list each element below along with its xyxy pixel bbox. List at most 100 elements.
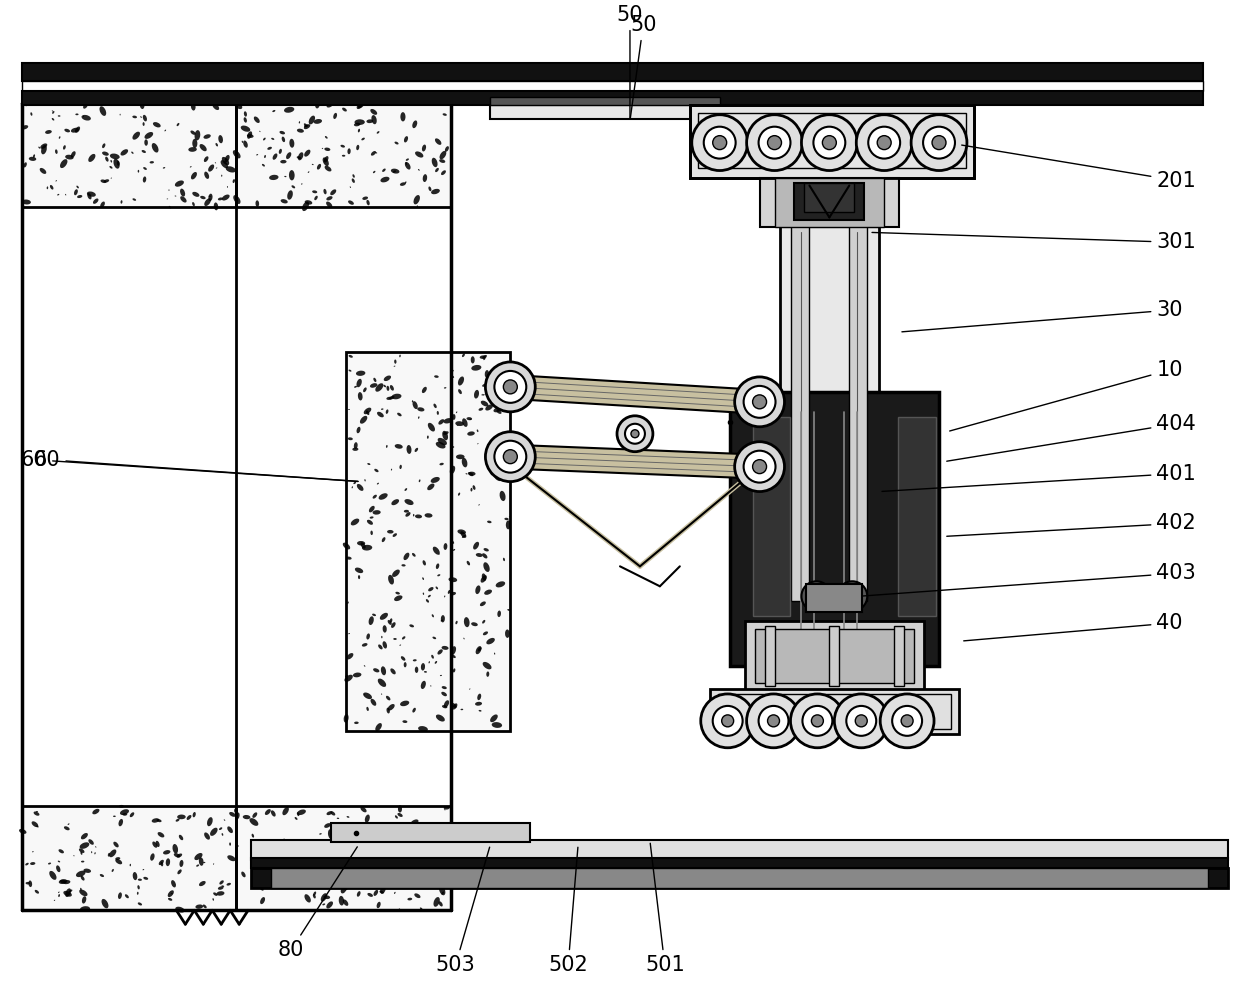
Ellipse shape [355, 567, 363, 573]
Ellipse shape [198, 858, 203, 866]
Ellipse shape [253, 813, 257, 818]
Ellipse shape [208, 164, 215, 171]
Circle shape [722, 714, 734, 726]
Ellipse shape [56, 180, 57, 181]
Ellipse shape [482, 631, 489, 635]
Ellipse shape [341, 144, 345, 147]
Ellipse shape [496, 410, 501, 414]
Ellipse shape [355, 721, 358, 724]
Ellipse shape [192, 202, 195, 206]
Ellipse shape [296, 813, 299, 816]
Ellipse shape [361, 829, 367, 835]
Circle shape [625, 424, 645, 444]
Text: 60: 60 [21, 450, 358, 481]
Ellipse shape [177, 815, 186, 820]
Ellipse shape [263, 137, 265, 140]
Ellipse shape [469, 419, 471, 420]
Circle shape [790, 694, 844, 747]
Ellipse shape [373, 668, 379, 672]
Ellipse shape [393, 170, 396, 172]
Ellipse shape [192, 191, 200, 196]
Ellipse shape [57, 193, 60, 195]
Ellipse shape [358, 575, 360, 579]
Ellipse shape [172, 844, 179, 854]
Ellipse shape [305, 894, 311, 903]
Text: 403: 403 [862, 563, 1197, 596]
Ellipse shape [138, 885, 140, 890]
Ellipse shape [167, 898, 172, 901]
Ellipse shape [366, 633, 370, 639]
Ellipse shape [435, 563, 439, 569]
Ellipse shape [348, 633, 350, 634]
Ellipse shape [401, 182, 405, 186]
Ellipse shape [402, 564, 405, 566]
Ellipse shape [467, 472, 474, 476]
Ellipse shape [324, 896, 330, 899]
Ellipse shape [196, 865, 200, 867]
Ellipse shape [343, 714, 348, 722]
Ellipse shape [40, 168, 46, 174]
Ellipse shape [455, 421, 464, 426]
Ellipse shape [58, 850, 64, 854]
Bar [775, 177, 884, 227]
Bar [252, 859, 1228, 869]
Ellipse shape [450, 446, 454, 448]
Ellipse shape [436, 714, 445, 721]
Ellipse shape [117, 160, 120, 166]
Circle shape [734, 377, 785, 427]
Ellipse shape [361, 137, 365, 140]
Ellipse shape [371, 109, 377, 115]
Text: 50: 50 [616, 5, 644, 118]
Ellipse shape [110, 153, 120, 159]
Ellipse shape [352, 178, 355, 183]
Ellipse shape [458, 389, 461, 394]
Ellipse shape [314, 195, 317, 200]
Circle shape [631, 430, 639, 438]
Bar [760, 177, 899, 227]
Ellipse shape [284, 107, 294, 113]
Ellipse shape [29, 156, 36, 161]
Ellipse shape [47, 186, 48, 189]
Ellipse shape [191, 102, 196, 110]
Ellipse shape [188, 147, 197, 152]
Ellipse shape [413, 707, 415, 712]
Ellipse shape [262, 164, 265, 166]
Ellipse shape [413, 195, 420, 204]
Ellipse shape [443, 431, 448, 440]
Ellipse shape [226, 166, 236, 172]
Ellipse shape [418, 726, 428, 731]
Ellipse shape [428, 186, 432, 191]
Ellipse shape [192, 812, 196, 818]
Bar [689, 105, 973, 177]
Ellipse shape [50, 871, 57, 880]
Ellipse shape [472, 485, 475, 490]
Ellipse shape [144, 877, 149, 880]
Ellipse shape [131, 151, 134, 154]
Ellipse shape [438, 649, 443, 654]
Ellipse shape [326, 103, 332, 107]
Ellipse shape [314, 892, 316, 896]
Ellipse shape [357, 484, 363, 491]
Ellipse shape [357, 891, 361, 897]
Ellipse shape [304, 124, 309, 127]
Ellipse shape [322, 157, 329, 166]
Ellipse shape [440, 619, 443, 621]
Ellipse shape [347, 437, 353, 440]
Ellipse shape [203, 134, 211, 139]
Ellipse shape [453, 549, 455, 551]
Ellipse shape [216, 143, 218, 146]
Ellipse shape [217, 891, 224, 896]
Ellipse shape [469, 472, 476, 476]
Ellipse shape [381, 830, 386, 833]
Ellipse shape [368, 616, 373, 625]
Text: 501: 501 [645, 844, 684, 975]
Ellipse shape [99, 874, 104, 877]
Ellipse shape [279, 131, 285, 134]
Ellipse shape [484, 562, 490, 572]
Ellipse shape [449, 577, 458, 582]
Ellipse shape [353, 672, 361, 677]
Ellipse shape [438, 438, 446, 445]
Ellipse shape [441, 691, 446, 696]
Ellipse shape [36, 811, 38, 813]
Ellipse shape [145, 132, 154, 139]
